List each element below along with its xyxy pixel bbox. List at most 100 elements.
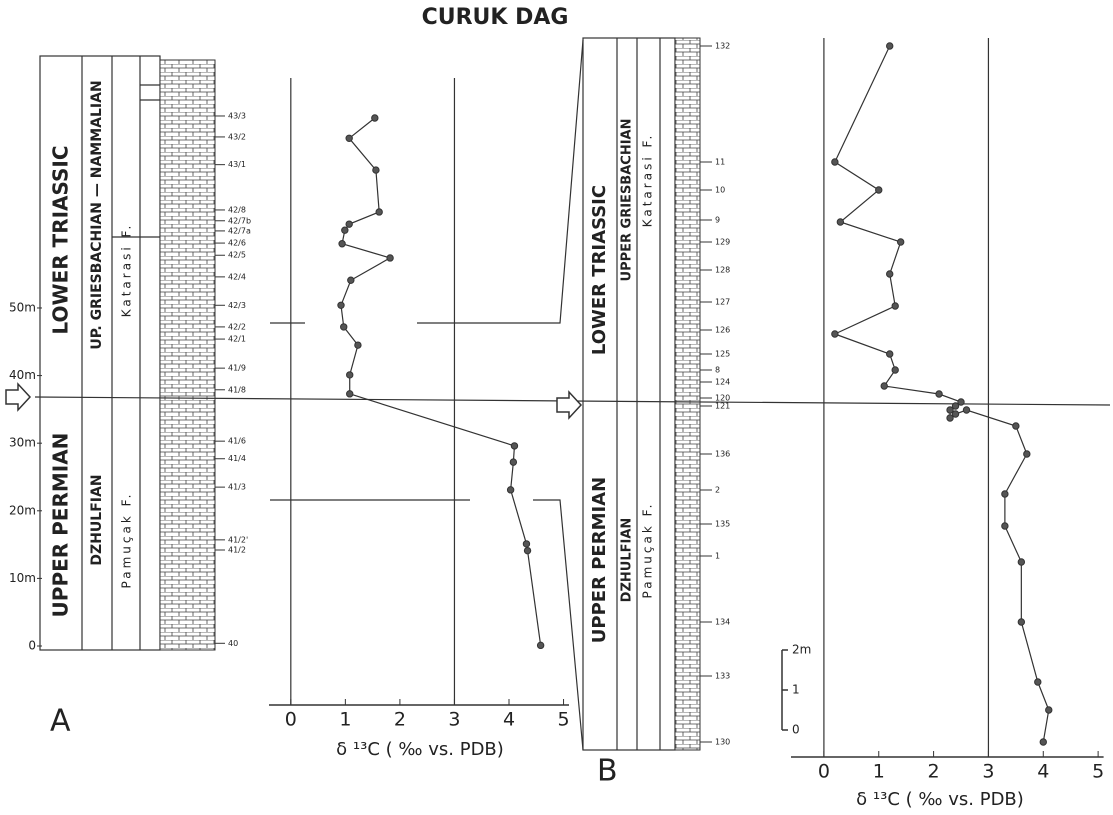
sample-label: 42/7b bbox=[228, 216, 251, 225]
sample-label: 130 bbox=[715, 738, 730, 747]
profile-line bbox=[341, 118, 541, 645]
column-label: UPPER PERMIAN bbox=[589, 477, 610, 643]
x-tick-label: 2 bbox=[928, 761, 940, 783]
sample-label: 42/6 bbox=[228, 239, 246, 248]
sample-label: 41/8 bbox=[228, 385, 246, 394]
sample-label: 40 bbox=[228, 639, 238, 648]
x-axis-label: δ ¹³C ( ‰ vs. PDB) bbox=[856, 789, 1024, 810]
x-tick-label: 1 bbox=[339, 709, 351, 731]
data-point bbox=[355, 342, 361, 348]
sample-label: 42/2 bbox=[228, 322, 246, 331]
column-label: UPPER PERMIAN bbox=[49, 433, 73, 618]
x-tick-label: 4 bbox=[503, 709, 515, 731]
data-point bbox=[338, 302, 344, 308]
sample-label: 42/1 bbox=[228, 335, 246, 344]
data-point bbox=[887, 351, 893, 357]
x-tick-label: 5 bbox=[557, 709, 569, 731]
sample-label: 121 bbox=[715, 402, 730, 411]
data-point bbox=[510, 459, 516, 465]
sample-label: 127 bbox=[715, 298, 730, 307]
data-point bbox=[372, 115, 378, 121]
x-axis-label: δ ¹³C ( ‰ vs. PDB) bbox=[336, 739, 504, 760]
y-tick-label: 30m bbox=[9, 436, 36, 450]
sample-label: 42/5 bbox=[228, 251, 246, 260]
data-point bbox=[347, 372, 353, 378]
sample-label: 11 bbox=[715, 158, 725, 167]
y-tick-label: 0 bbox=[28, 639, 36, 653]
data-point bbox=[897, 239, 903, 245]
sample-label: 42/3 bbox=[228, 301, 246, 310]
sample-label: 41/2 bbox=[228, 546, 246, 555]
data-point bbox=[887, 43, 893, 49]
data-point bbox=[837, 219, 843, 225]
data-point bbox=[892, 367, 898, 373]
data-point bbox=[936, 391, 942, 397]
data-point bbox=[507, 487, 513, 493]
data-point bbox=[1013, 423, 1019, 429]
data-point bbox=[892, 303, 898, 309]
sample-label: 134 bbox=[715, 618, 730, 627]
data-point bbox=[347, 391, 353, 397]
column-label: Pamuçak F. bbox=[120, 492, 134, 589]
column-label: LOWER TRIASSIC bbox=[49, 145, 73, 334]
sample-label: 132 bbox=[715, 42, 730, 51]
y-tick-label: 20m bbox=[9, 503, 36, 517]
data-point bbox=[387, 255, 393, 261]
column-label: Katarasi F. bbox=[641, 133, 655, 228]
data-point bbox=[963, 407, 969, 413]
data-point bbox=[1046, 707, 1052, 713]
data-point bbox=[523, 541, 529, 547]
sample-label: 125 bbox=[715, 350, 730, 359]
data-point bbox=[1024, 451, 1030, 457]
x-tick-label: 5 bbox=[1092, 761, 1104, 783]
panel-letter: A bbox=[50, 704, 71, 739]
sample-label: 42/4 bbox=[228, 272, 246, 281]
data-point bbox=[339, 241, 345, 247]
sample-label: 8 bbox=[715, 366, 720, 375]
column-label: UP. GRIESBACHIAN — NAMMALIAN bbox=[89, 80, 105, 349]
sample-label: 41/9 bbox=[228, 364, 246, 373]
figure: CURUK DAG A B 012345δ ¹³C ( ‰ vs. PDB)01… bbox=[0, 0, 1113, 815]
sample-label: 42/7a bbox=[228, 226, 251, 235]
x-tick-label: 2 bbox=[394, 709, 406, 731]
y-tick-label: 40m bbox=[9, 368, 36, 382]
data-point bbox=[1002, 491, 1008, 497]
sample-label: 9 bbox=[715, 216, 720, 225]
data-point bbox=[1035, 679, 1041, 685]
sample-label: 124 bbox=[715, 378, 730, 387]
y-tick-label: 1 bbox=[792, 683, 800, 697]
data-point bbox=[348, 277, 354, 283]
sample-label: 126 bbox=[715, 326, 730, 335]
data-point bbox=[511, 443, 517, 449]
x-tick-label: 3 bbox=[448, 709, 460, 731]
data-point bbox=[524, 547, 530, 553]
data-point bbox=[887, 271, 893, 277]
sample-label: 1 bbox=[715, 552, 720, 561]
sample-label: 41/3 bbox=[228, 483, 246, 492]
panel-letter: B bbox=[597, 754, 618, 789]
sample-label: 2 bbox=[715, 486, 720, 495]
sample-label: 41/2' bbox=[228, 535, 248, 544]
sample-label: 133 bbox=[715, 672, 730, 681]
data-point bbox=[342, 227, 348, 233]
y-tick-label: 50m bbox=[9, 300, 36, 314]
sample-label: 43/1 bbox=[228, 160, 246, 169]
sample-label: 41/4 bbox=[228, 454, 246, 463]
sample-label: 42/8 bbox=[228, 205, 246, 214]
data-point bbox=[1018, 559, 1024, 565]
column-label: DZHULFIAN bbox=[620, 518, 635, 603]
data-point bbox=[1002, 523, 1008, 529]
data-point bbox=[876, 187, 882, 193]
y-tick-label: 0 bbox=[792, 723, 800, 737]
sample-label: 43/2 bbox=[228, 132, 246, 141]
x-tick-label: 4 bbox=[1037, 761, 1049, 783]
x-tick-label: 1 bbox=[873, 761, 885, 783]
sample-label: 136 bbox=[715, 450, 730, 459]
data-point bbox=[341, 324, 347, 330]
data-point bbox=[1018, 619, 1024, 625]
y-tick-label: 10m bbox=[9, 571, 36, 585]
data-point bbox=[832, 159, 838, 165]
data-point bbox=[537, 642, 543, 648]
sample-label: 129 bbox=[715, 238, 730, 247]
column-label: Katarasi F. bbox=[120, 223, 134, 318]
